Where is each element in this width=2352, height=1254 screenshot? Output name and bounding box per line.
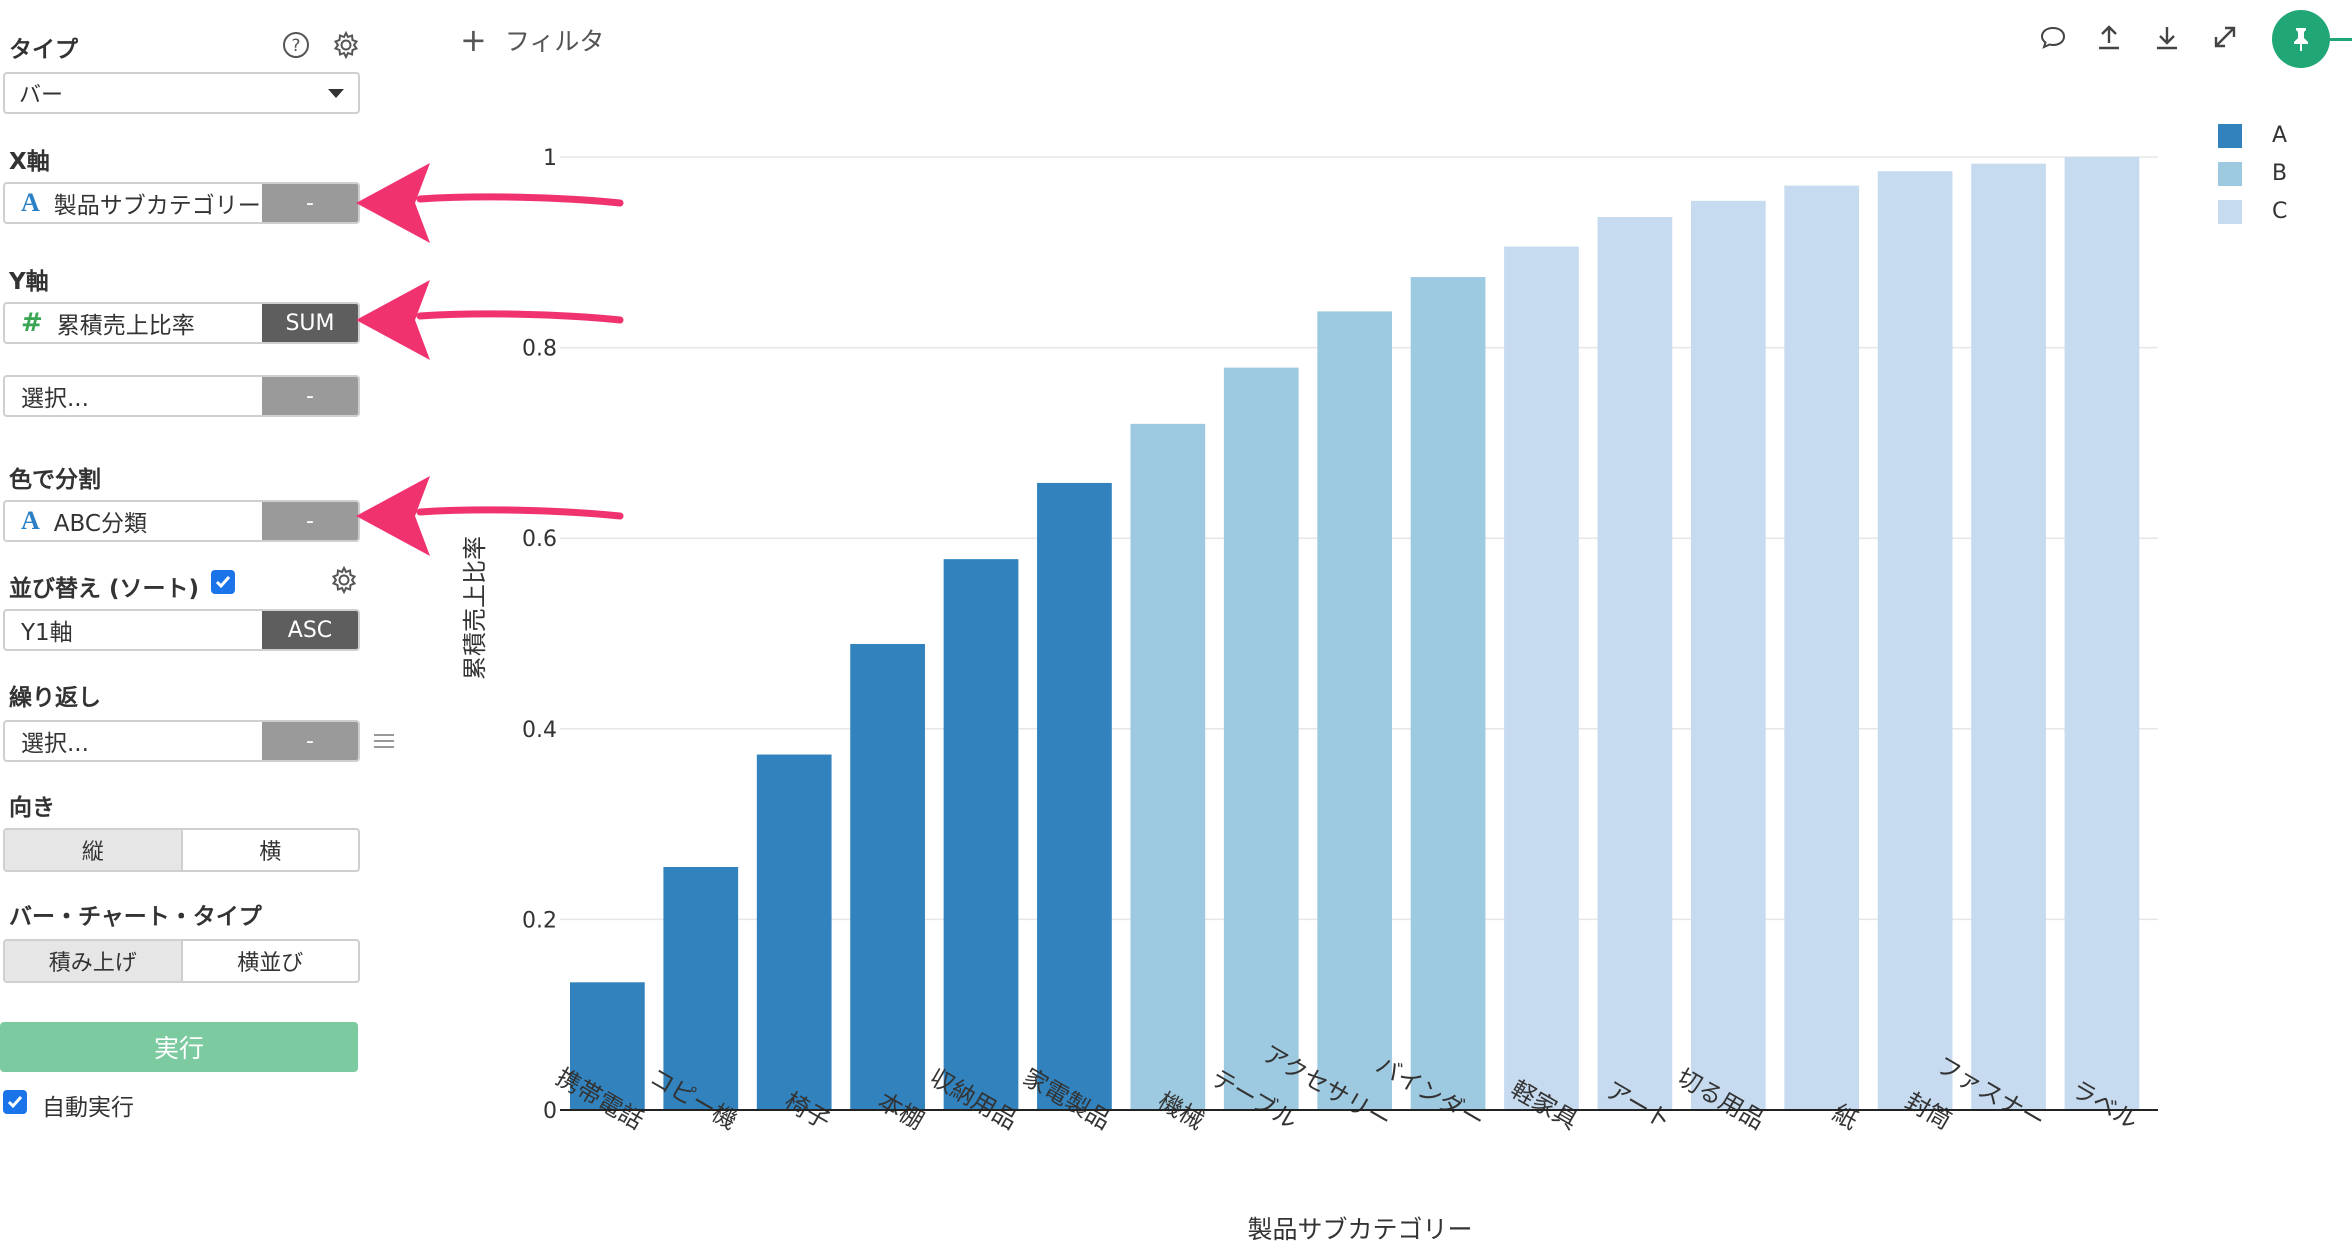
orientation-toggle: 縦 横 — [3, 828, 360, 872]
add-filter-button[interactable]: + フィルタ — [460, 22, 604, 58]
y2-axis-aggregate-button[interactable]: - — [262, 377, 358, 415]
y2-axis-field[interactable]: 選択... - — [3, 375, 360, 417]
y-tick-label: 0 — [543, 1099, 557, 1124]
chart-bars — [570, 157, 2140, 1111]
bar-type-grouped[interactable]: 横並び — [237, 951, 304, 976]
repeat-field[interactable]: 選択... - — [3, 720, 360, 762]
color-split-button[interactable]: - — [262, 502, 358, 540]
bar-c[interactable] — [1784, 185, 1860, 1111]
y-tick-label: 0.2 — [522, 908, 557, 933]
orientation-label: 向き — [9, 795, 55, 821]
bar-a[interactable] — [570, 982, 645, 1110]
comment-icon[interactable] — [2036, 20, 2070, 54]
repeat-placeholder: 選択... — [21, 731, 89, 757]
sort-checkbox[interactable] — [211, 570, 235, 594]
run-button[interactable]: 実行 — [0, 1022, 358, 1072]
legend-label-b: B — [2272, 161, 2288, 186]
y-axis-ticks: 0 0.2 0.4 0.6 0.8 1 — [522, 146, 557, 1124]
legend-swatch-b — [2218, 161, 2242, 186]
bar-c[interactable] — [1597, 217, 1673, 1110]
bar-b[interactable] — [1317, 311, 1393, 1110]
bar-c[interactable] — [1877, 171, 1953, 1111]
repeat-label: 繰り返し — [9, 685, 101, 711]
y-tick-label: 0.8 — [522, 337, 557, 362]
legend-item-c[interactable]: C — [2218, 199, 2287, 224]
arrow-annotation — [356, 280, 624, 360]
bar-a[interactable] — [663, 866, 739, 1110]
plus-icon: + — [460, 21, 487, 59]
filter-label: フィルタ — [504, 27, 605, 56]
sort-label: 並び替え (ソート) — [9, 576, 200, 602]
bar-b[interactable] — [1130, 423, 1206, 1111]
x-axis-label: X軸 — [9, 149, 50, 175]
sort-gear-icon[interactable] — [328, 564, 360, 596]
bar-type-label: バー・チャート・タイプ — [9, 904, 262, 930]
legend-label-c: C — [2272, 199, 2288, 224]
text-type-icon: A — [21, 506, 40, 535]
sort-order-button[interactable]: ASC — [262, 611, 358, 649]
bar-c[interactable] — [1504, 246, 1579, 1110]
legend-item-a[interactable]: A — [2218, 123, 2287, 148]
auto-run-label: 自動実行 — [42, 1095, 134, 1121]
color-split-field[interactable]: A ABC分類 - — [3, 500, 360, 542]
orientation-vertical[interactable]: 縦 — [5, 830, 183, 870]
annotation-arrows — [356, 163, 624, 556]
expand-icon[interactable] — [2208, 20, 2242, 54]
legend-label-a: A — [2272, 123, 2288, 148]
bar-type-stacked[interactable]: 積み上げ — [5, 941, 183, 981]
drag-handle-icon[interactable] — [368, 725, 400, 757]
y-tick-label: 0.4 — [522, 718, 557, 743]
x-axis-aggregate-button[interactable]: - — [262, 184, 358, 222]
arrow-annotation — [356, 476, 624, 556]
number-type-icon: # — [21, 308, 43, 338]
y-axis-label: Y軸 — [9, 269, 49, 295]
bar-b[interactable] — [1410, 277, 1486, 1110]
svg-text:?: ? — [291, 36, 300, 56]
y-axis-aggregate-button[interactable]: SUM — [262, 304, 358, 342]
sort-field[interactable]: Y1軸 ASC — [3, 609, 360, 651]
pin-button[interactable] — [2272, 10, 2330, 68]
sort-column: Y1軸 — [21, 620, 73, 646]
download-icon[interactable] — [2150, 20, 2184, 54]
pin-connector — [2330, 38, 2352, 41]
x-axis-column: 製品サブカテゴリー — [53, 193, 261, 219]
bar-a[interactable] — [1037, 482, 1112, 1110]
legend-item-b[interactable]: B — [2218, 161, 2287, 186]
gear-icon[interactable] — [330, 29, 362, 61]
y-tick-label: 0.6 — [522, 527, 557, 552]
bar-type-toggle: 積み上げ 横並び — [3, 939, 360, 983]
chart-type-value: バー — [19, 83, 64, 108]
auto-run-checkbox[interactable] — [3, 1090, 27, 1114]
chart-type-select[interactable]: バー — [3, 72, 360, 114]
help-icon[interactable]: ? — [280, 29, 312, 61]
chevron-down-icon — [328, 88, 344, 98]
bar-c[interactable] — [2064, 157, 2140, 1110]
y-axis-title: 累積売上比率 — [461, 536, 489, 680]
color-split-label: 色で分割 — [9, 467, 101, 493]
pin-icon — [2294, 28, 2308, 51]
color-split-column: ABC分類 — [53, 511, 147, 537]
y2-axis-placeholder: 選択... — [21, 386, 89, 412]
bar-a[interactable] — [943, 559, 1019, 1110]
upload-icon[interactable] — [2092, 20, 2126, 54]
bar-a[interactable] — [850, 643, 925, 1110]
type-label: タイプ — [9, 37, 78, 63]
x-axis-title: 製品サブカテゴリー — [1247, 1215, 1472, 1244]
y-tick-label: 1 — [543, 146, 557, 171]
bar-b[interactable] — [1223, 367, 1299, 1110]
y-axis-column: 累積売上比率 — [56, 313, 195, 339]
text-type-icon: A — [21, 188, 40, 217]
orientation-horizontal[interactable]: 横 — [259, 840, 282, 865]
legend-swatch-a — [2218, 123, 2242, 148]
repeat-button[interactable]: - — [262, 722, 358, 760]
bar-c[interactable] — [1690, 200, 1766, 1110]
legend-swatch-c — [2218, 199, 2242, 224]
y-axis-field[interactable]: # 累積売上比率 SUM — [3, 302, 360, 344]
bar-c[interactable] — [1971, 163, 2046, 1110]
bar-a[interactable] — [756, 754, 832, 1110]
x-axis-field[interactable]: A 製品サブカテゴリー - — [3, 182, 360, 224]
arrow-annotation — [356, 163, 624, 243]
